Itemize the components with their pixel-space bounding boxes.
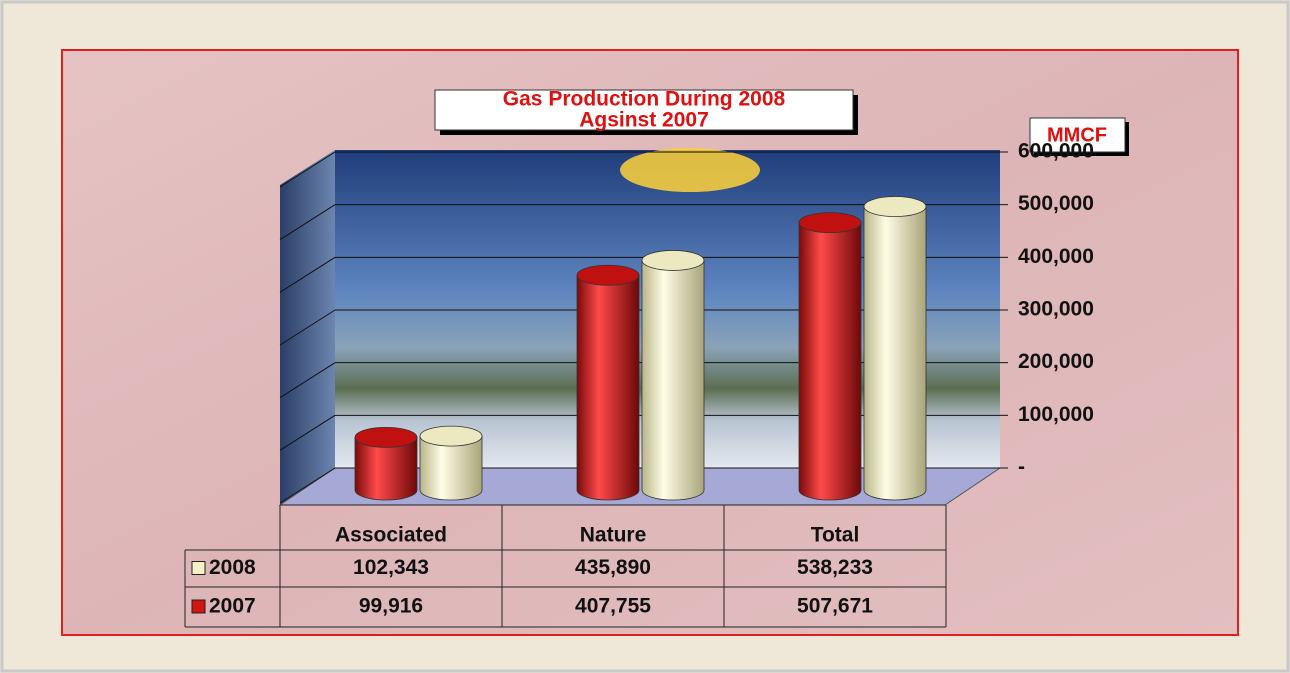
legend-swatch bbox=[191, 561, 206, 575]
legend-label: 2007 bbox=[209, 595, 256, 618]
grid-line bbox=[279, 256, 336, 293]
bar bbox=[354, 436, 418, 501]
y-tick-label: 500,000 bbox=[1018, 192, 1094, 215]
grid-line bbox=[279, 467, 336, 504]
unit-label: MMCF bbox=[1047, 124, 1107, 146]
x-tick-label: Total bbox=[811, 524, 860, 547]
table-value: 407,755 bbox=[575, 595, 651, 618]
chart-title: Gas Production During 2008 bbox=[503, 88, 786, 111]
bar bbox=[863, 206, 927, 501]
table-value: 99,916 bbox=[359, 595, 423, 618]
grid-line bbox=[279, 309, 336, 346]
bar-top bbox=[863, 196, 927, 217]
legend-label: 2008 bbox=[209, 556, 256, 579]
legend-swatch bbox=[191, 599, 206, 614]
x-tick-label: Nature bbox=[580, 524, 647, 547]
table-value: 435,890 bbox=[575, 556, 651, 579]
bar-top bbox=[576, 264, 640, 286]
x-tick-label: Associated bbox=[335, 524, 447, 547]
y-tick-label: 400,000 bbox=[1018, 245, 1094, 268]
bar-top bbox=[354, 426, 418, 448]
bar bbox=[641, 260, 705, 501]
table-value: 102,343 bbox=[353, 556, 429, 579]
table-value: 538,233 bbox=[797, 556, 873, 579]
bar-top bbox=[641, 250, 705, 271]
bar-top bbox=[419, 425, 483, 447]
y-tick-label: - bbox=[1018, 456, 1025, 479]
bar bbox=[576, 274, 640, 501]
y-tick-label: 300,000 bbox=[1018, 298, 1094, 321]
flare bbox=[620, 148, 760, 192]
bar bbox=[419, 435, 483, 501]
grid-line bbox=[279, 362, 336, 399]
y-tick-label: 100,000 bbox=[1018, 403, 1094, 426]
table-value: 507,671 bbox=[797, 595, 873, 618]
y-tick-label: 600,000 bbox=[1018, 140, 1094, 163]
grid-line bbox=[279, 204, 336, 241]
y-tick-label: 200,000 bbox=[1018, 350, 1094, 373]
chart-title: Agsinst 2007 bbox=[579, 109, 709, 132]
title-box bbox=[434, 89, 854, 131]
grid-line bbox=[279, 151, 336, 188]
unit-box bbox=[1029, 117, 1126, 153]
bar bbox=[798, 222, 862, 501]
bar-top bbox=[798, 212, 862, 234]
grid-line bbox=[279, 414, 336, 451]
